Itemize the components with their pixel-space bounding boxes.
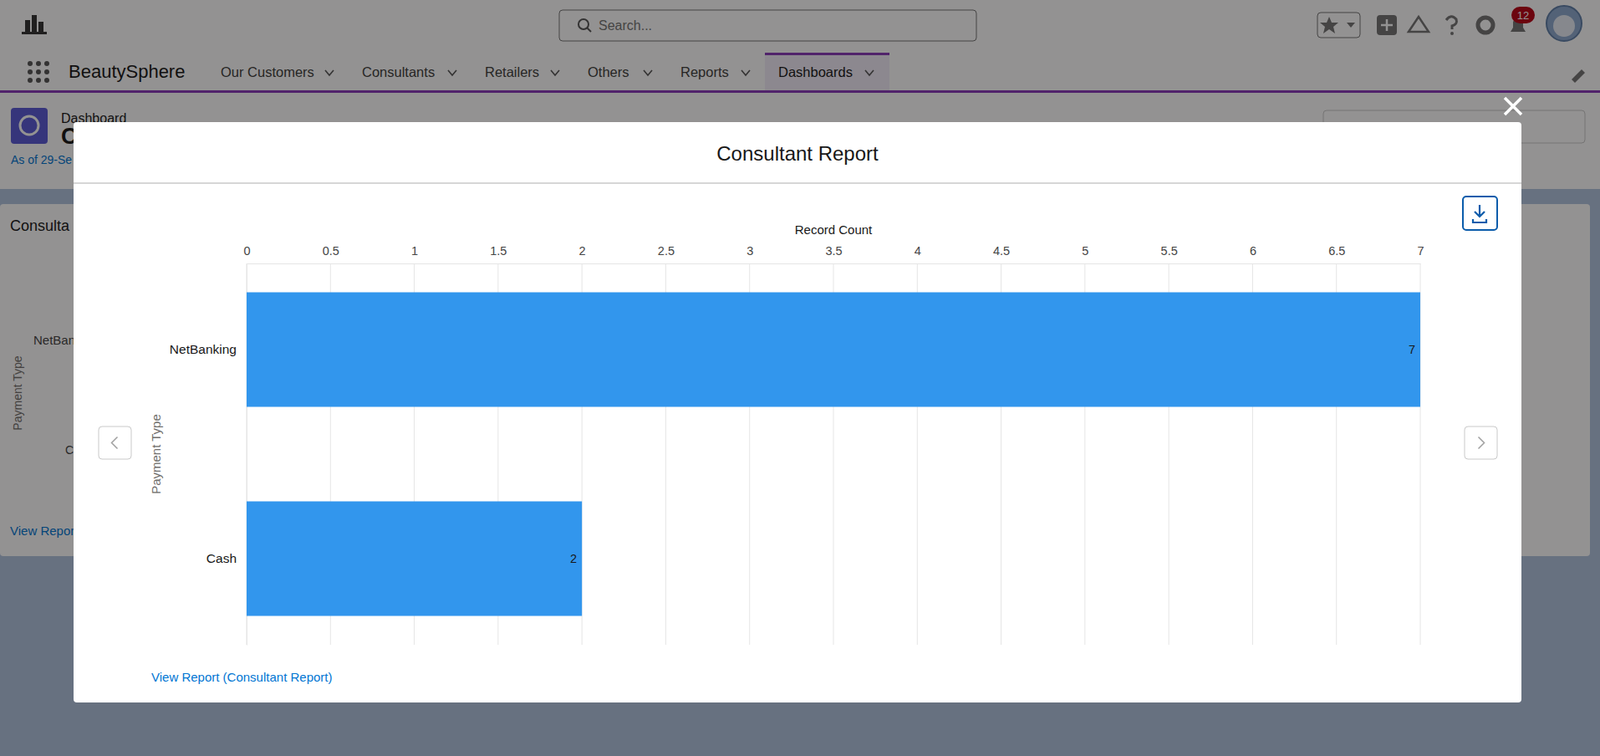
value-axis: 0 0.5 1 1.5 2 2.5 3 3.5 4 4.5 5 5.5 6 6.5 7 <box>243 244 1424 265</box>
modal-container <box>73 122 1522 703</box>
carousel-chevron <box>112 437 118 449</box>
download-icon <box>1472 204 1487 223</box>
carousel-chevron <box>1478 437 1485 449</box>
tick: 4 <box>914 244 922 264</box>
tick: 1.5 <box>489 244 507 264</box>
page: Search...12BeautySphereOur CustomersCons… <box>0 0 1600 756</box>
tick-label: 3 <box>746 244 754 258</box>
data-labels: 72 <box>570 342 1416 566</box>
data-label: 7 <box>1408 342 1416 357</box>
chart: 0 0.5 1 1.5 2 2.5 3 3.5 4 4.5 5 5.5 6 6.5 7 NetBanking C… <box>148 222 1425 646</box>
download-frame[interactable] <box>1462 196 1498 230</box>
tick: 0 <box>243 244 250 264</box>
tick-label: 5 <box>1081 244 1089 258</box>
carousel-next[interactable] <box>1464 426 1498 459</box>
tick-label: 6.5 <box>1328 244 1346 258</box>
tick: 3 <box>746 244 754 264</box>
modal-close[interactable] <box>1504 97 1522 115</box>
bars <box>246 292 1421 617</box>
tick-label: 0 <box>243 244 250 258</box>
bar[interactable] <box>246 292 1421 408</box>
download-button[interactable] <box>1462 196 1498 230</box>
view-report-link[interactable]: View Report (Consultant Report) <box>151 669 333 684</box>
modal-header-border <box>73 182 1522 184</box>
category-label: Cash <box>206 550 237 566</box>
modal-backdrop <box>0 0 1600 756</box>
tick-label: 4.5 <box>993 244 1010 258</box>
category-tick: Cash <box>206 550 247 566</box>
modal-title: Consultant Report <box>716 142 879 165</box>
tick-label: 2 <box>579 244 586 258</box>
tick: 5.5 <box>1161 244 1178 264</box>
tick-label: 1.5 <box>489 244 507 258</box>
tick: 6 <box>1249 244 1257 264</box>
tick-label: 3.5 <box>825 244 842 258</box>
axis-title: Payment Type <box>148 413 164 495</box>
carousel-prev[interactable] <box>98 426 132 459</box>
category-axis: NetBanking Cash <box>169 264 248 646</box>
tick-label: 7 <box>1416 244 1424 258</box>
axis-title: Record Count <box>794 222 873 237</box>
tick: 2.5 <box>657 244 675 264</box>
tick: 1 <box>411 244 418 264</box>
tick-label: 0.5 <box>322 244 340 258</box>
close-icon[interactable] <box>1504 97 1522 115</box>
category-label: NetBanking <box>169 341 237 357</box>
carousel-button[interactable] <box>1464 426 1498 459</box>
tick-label: 5.5 <box>1161 244 1178 258</box>
tick-label: 1 <box>411 244 418 258</box>
bar[interactable] <box>246 501 582 617</box>
tick: 2 <box>579 244 586 264</box>
category-tick: NetBanking <box>169 341 247 357</box>
tick-label: 4 <box>914 244 922 258</box>
tick-label: 2.5 <box>657 244 675 258</box>
tick: 4.5 <box>993 244 1010 264</box>
carousel-button[interactable] <box>98 426 132 459</box>
page-background <box>0 0 1600 756</box>
tick: 7 <box>1416 244 1424 264</box>
modal: Consultant Report 0 0.5 1 1.5 2 2.5 3 3.5 4 4.5 5 5.… <box>73 122 1522 703</box>
tick-label: 6 <box>1249 244 1257 258</box>
app-background: Search...12BeautySphereOur CustomersCons… <box>0 0 1600 756</box>
tick: 0.5 <box>322 244 340 264</box>
tick: 3.5 <box>825 244 842 264</box>
tick: 5 <box>1081 244 1089 264</box>
data-label: 2 <box>570 551 577 566</box>
grid <box>246 263 1421 645</box>
tick: 6.5 <box>1328 244 1346 264</box>
axis-line <box>247 263 1422 265</box>
